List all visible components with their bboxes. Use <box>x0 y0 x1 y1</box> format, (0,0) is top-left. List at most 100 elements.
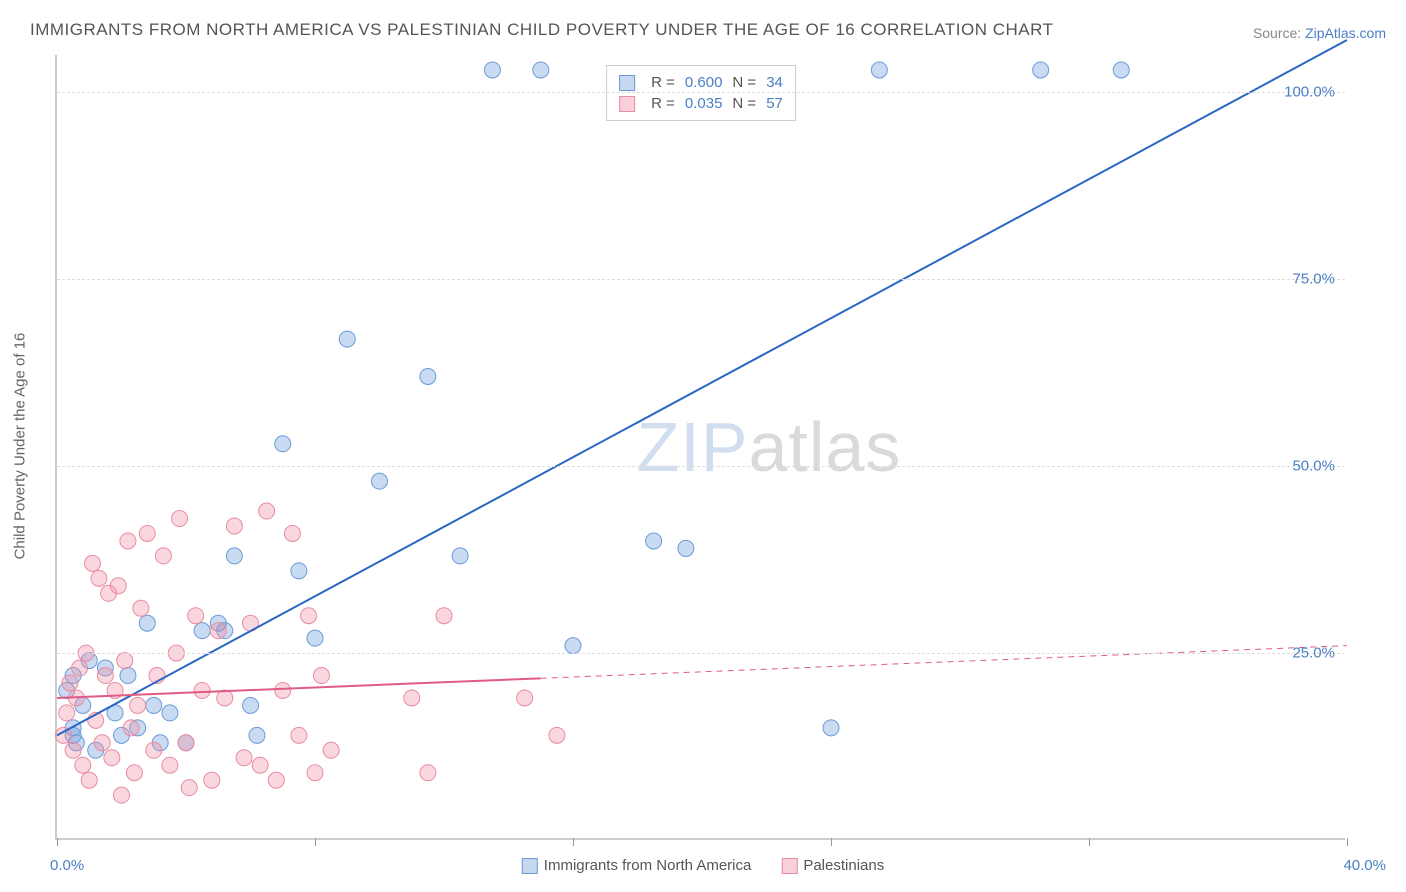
stat-value: 0.600 <box>685 74 723 91</box>
data-point <box>533 62 549 78</box>
legend-swatch <box>619 96 635 112</box>
data-point <box>236 750 252 766</box>
data-point <box>284 525 300 541</box>
x-tick <box>831 838 832 846</box>
plot-svg <box>57 55 1345 838</box>
data-point <box>226 548 242 564</box>
data-point <box>133 600 149 616</box>
legend-item: Immigrants from North America <box>522 857 752 874</box>
data-point <box>291 563 307 579</box>
data-point <box>146 742 162 758</box>
data-point <box>1033 62 1049 78</box>
data-point <box>123 720 139 736</box>
data-point <box>252 757 268 773</box>
data-point <box>91 570 107 586</box>
data-point <box>84 555 100 571</box>
data-point <box>120 668 136 684</box>
source-label: Source: <box>1253 25 1305 41</box>
data-point <box>181 780 197 796</box>
data-point <box>517 690 533 706</box>
data-point <box>243 697 259 713</box>
data-point <box>420 765 436 781</box>
data-point <box>104 750 120 766</box>
stat-label: N = <box>732 95 756 112</box>
stat-label: R = <box>651 74 675 91</box>
data-point <box>420 368 436 384</box>
data-point <box>188 608 204 624</box>
stat-label: N = <box>732 74 756 91</box>
data-point <box>275 682 291 698</box>
data-point <box>94 735 110 751</box>
regression-line <box>57 40 1347 735</box>
data-point <box>871 62 887 78</box>
stat-label: R = <box>651 95 675 112</box>
data-point <box>1113 62 1129 78</box>
data-point <box>307 765 323 781</box>
stat-value: 34 <box>766 74 783 91</box>
data-point <box>62 675 78 691</box>
data-point <box>97 668 113 684</box>
plot-area: ZIPatlas R =0.600N =34R =0.035N =57 25.0… <box>55 55 1345 840</box>
data-point <box>117 653 133 669</box>
data-point <box>114 787 130 803</box>
source-attribution: Source: ZipAtlas.com <box>1253 25 1386 41</box>
data-point <box>249 727 265 743</box>
data-point <box>65 742 81 758</box>
gridline <box>57 92 1345 93</box>
data-point <box>301 608 317 624</box>
data-point <box>75 757 91 773</box>
data-point <box>204 772 220 788</box>
regression-line-dashed <box>541 646 1347 679</box>
x-tick <box>1089 838 1090 846</box>
data-point <box>194 623 210 639</box>
data-point <box>823 720 839 736</box>
data-point <box>268 772 284 788</box>
data-point <box>146 697 162 713</box>
data-point <box>178 735 194 751</box>
data-point <box>110 578 126 594</box>
data-point <box>372 473 388 489</box>
legend-swatch <box>619 75 635 91</box>
data-point <box>549 727 565 743</box>
data-point <box>162 757 178 773</box>
data-point <box>162 705 178 721</box>
data-point <box>452 548 468 564</box>
data-point <box>226 518 242 534</box>
data-point <box>72 660 88 676</box>
legend-label: Palestinians <box>803 857 884 874</box>
data-point <box>59 705 75 721</box>
legend-row: R = 0.600 N = 34 <box>619 72 783 93</box>
data-point <box>307 630 323 646</box>
data-point <box>130 697 146 713</box>
data-point <box>155 548 171 564</box>
legend-label: Immigrants from North America <box>544 857 752 874</box>
data-point <box>120 533 136 549</box>
y-tick-label: 50.0% <box>1292 458 1335 475</box>
data-point <box>126 765 142 781</box>
data-point <box>678 540 694 556</box>
chart-title: IMMIGRANTS FROM NORTH AMERICA VS PALESTI… <box>30 20 1053 40</box>
x-tick <box>57 838 58 846</box>
y-axis-label: Child Poverty Under the Age of 16 <box>12 333 29 560</box>
stat-value: 57 <box>766 95 783 112</box>
data-point <box>172 511 188 527</box>
gridline <box>57 279 1345 280</box>
gridline <box>57 653 1345 654</box>
stat-value: 0.035 <box>685 95 723 112</box>
data-point <box>139 615 155 631</box>
x-tick <box>573 838 574 846</box>
y-tick-label: 25.0% <box>1292 645 1335 662</box>
data-point <box>404 690 420 706</box>
data-point <box>81 772 97 788</box>
data-point <box>259 503 275 519</box>
legend-item: Palestinians <box>781 857 884 874</box>
data-point <box>339 331 355 347</box>
x-tick <box>1347 838 1348 846</box>
data-point <box>313 668 329 684</box>
source-link[interactable]: ZipAtlas.com <box>1305 25 1386 41</box>
data-point <box>194 682 210 698</box>
x-max-label: 40.0% <box>1343 857 1386 874</box>
chart-container: IMMIGRANTS FROM NORTH AMERICA VS PALESTI… <box>0 0 1406 892</box>
data-point <box>436 608 452 624</box>
y-tick-label: 100.0% <box>1284 84 1335 101</box>
